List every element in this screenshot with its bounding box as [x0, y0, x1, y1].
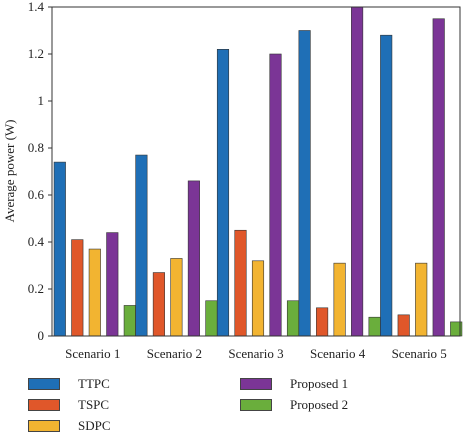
- y-axis-label: Average power (W): [2, 120, 17, 223]
- bar-chart: Average power (W) Scenario 1 Scenario 2 Sc…: [2, 0, 463, 361]
- bar-ttpc-scenario-1: [53, 161, 66, 337]
- bar-proposed-2-scenario-3: [286, 300, 300, 337]
- bar-sdpc-scenario-1: [88, 248, 101, 337]
- bar-proposed-2-scenario-2: [205, 300, 218, 337]
- legend-label-tspc: TSPC: [78, 397, 110, 412]
- bar-proposed-1-scenario-4: [351, 6, 364, 337]
- y-tick-label: 0.6: [28, 187, 45, 202]
- y-tick-label: 1.2: [28, 46, 44, 61]
- y-tick-label: 1.4: [28, 0, 45, 14]
- bar-sdpc-scenario-5: [415, 262, 428, 337]
- bar-proposed-1-scenario-5: [432, 18, 445, 337]
- legend-item-sdpc: SDPC: [28, 417, 111, 435]
- legend-label-proposed-1: Proposed 1: [290, 376, 349, 391]
- x-tick-label: Scenario 1: [65, 346, 120, 361]
- legend: TTPC TSPC SDPC Proposed 1 Proposed 2: [0, 370, 474, 436]
- legend-swatch-proposed-2: [240, 399, 272, 411]
- bar-proposed-1-scenario-3: [269, 53, 282, 337]
- bar-sdpc-scenario-3: [251, 260, 265, 337]
- legend-swatch-ttpc: [28, 378, 60, 390]
- bar-tspc-scenario-1: [71, 239, 84, 337]
- x-tick-label: Scenario 2: [147, 346, 202, 361]
- y-tick-label: 0: [38, 328, 45, 343]
- legend-label-ttpc: TTPC: [78, 376, 110, 391]
- bars-group: [53, 6, 463, 337]
- bar-tspc-scenario-4: [316, 307, 329, 337]
- bar-tspc-scenario-3: [234, 229, 247, 337]
- legend-swatch-tspc: [28, 399, 60, 411]
- legend-item-proposed-2: Proposed 2: [240, 396, 348, 414]
- y-tick-label: 1: [38, 93, 45, 108]
- x-tick-label: Scenario 4: [310, 346, 366, 361]
- bar-tspc-scenario-5: [397, 314, 410, 337]
- bar-ttpc-scenario-2: [135, 154, 148, 337]
- axes-group: Scenario 1 Scenario 2 Scenario 3 Scenario 4…: [28, 0, 461, 361]
- bar-sdpc-scenario-4: [333, 262, 346, 337]
- legend-item-tspc: TSPC: [28, 396, 109, 414]
- bar-proposed-1-scenario-2: [187, 180, 200, 337]
- bar-sdpc-scenario-2: [170, 258, 183, 337]
- bar-proposed-1-scenario-1: [106, 232, 119, 337]
- y-tick-label: 0.8: [28, 140, 44, 155]
- bar-tspc-scenario-2: [152, 272, 165, 337]
- legend-label-proposed-2: Proposed 2: [290, 397, 349, 412]
- legend-label-sdpc: SDPC: [78, 418, 111, 433]
- legend-item-proposed-1: Proposed 1: [240, 375, 348, 393]
- x-tick-label: Scenario 5: [392, 346, 447, 361]
- bar-proposed-2-scenario-4: [368, 316, 381, 337]
- y-tick-label: 0.4: [28, 234, 45, 249]
- y-tick-label: 0.2: [28, 281, 44, 296]
- plot-frame: [51, 6, 461, 337]
- legend-swatch-proposed-1: [240, 378, 272, 390]
- legend-item-ttpc: TTPC: [28, 375, 110, 393]
- bar-ttpc-scenario-5: [380, 34, 393, 337]
- x-tick-label: Scenario 3: [228, 346, 283, 361]
- bar-ttpc-scenario-3: [216, 48, 230, 337]
- bar-ttpc-scenario-4: [298, 30, 311, 337]
- legend-swatch-sdpc: [28, 420, 60, 432]
- bar-proposed-2-scenario-1: [123, 305, 136, 337]
